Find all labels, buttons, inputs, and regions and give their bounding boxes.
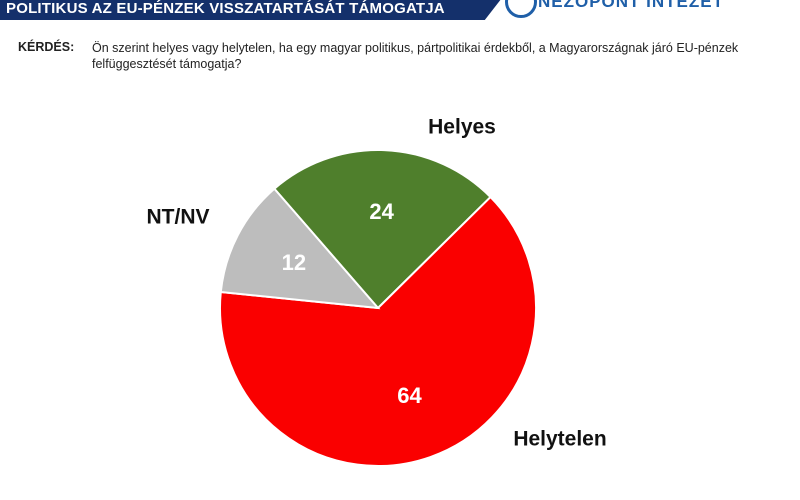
pie-slice [219, 187, 381, 310]
title-banner: POLITIKUS AZ EU-PÉNZEK VISSZATARTÁSÁT TÁ… [0, 0, 505, 20]
question-label: KÉRDÉS: [18, 40, 75, 54]
logo: NÉZŐPONT INTÉZET [538, 0, 724, 11]
category-label: NT/NV [147, 206, 210, 229]
category-label: Helytelen [513, 428, 606, 451]
pie-slice [219, 195, 537, 467]
value-label: 12 [282, 250, 306, 275]
question: Ön szerint helyes vagy helytelen, ha egy… [92, 41, 739, 71]
value-label: 64 [397, 383, 422, 408]
category-label: Helyes [428, 116, 496, 139]
title: POLITIKUS AZ EU-PÉNZEK VISSZATARTÁSÁT TÁ… [6, 0, 445, 17]
pie-slice [272, 149, 492, 310]
value-label: 24 [369, 199, 394, 224]
